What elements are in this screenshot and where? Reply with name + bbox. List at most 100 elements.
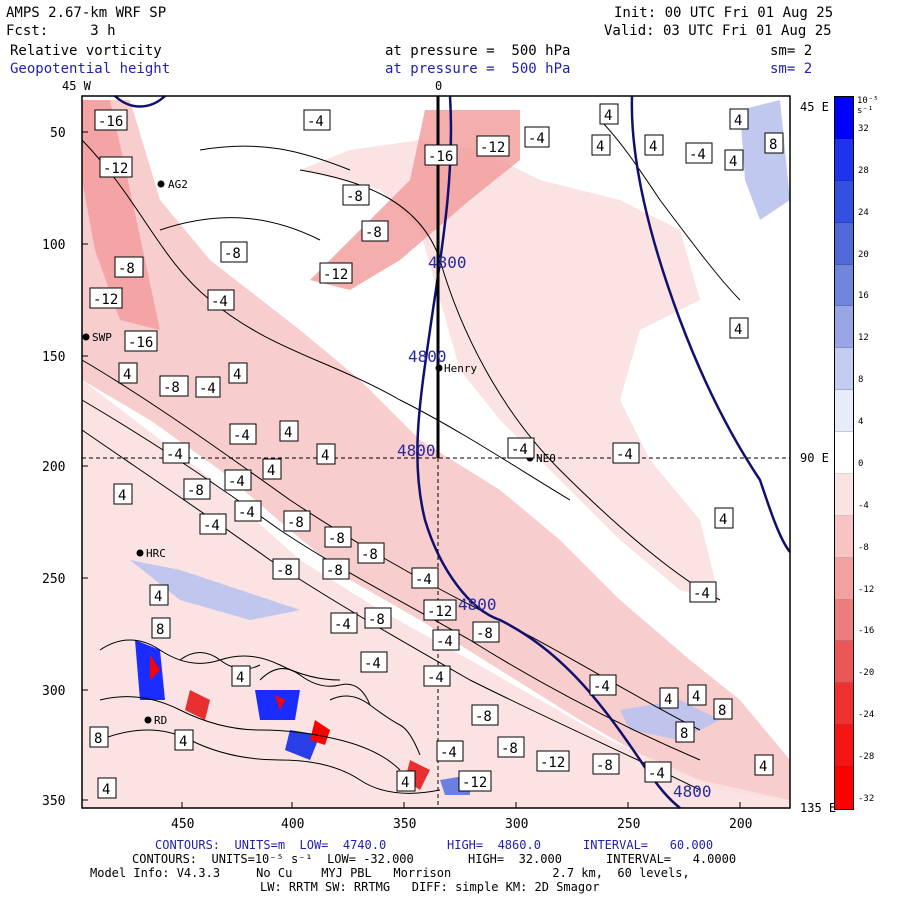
svg-text:-16: -16 bbox=[98, 114, 123, 130]
colorbar-tick: -24 bbox=[858, 710, 875, 721]
svg-text:-4: -4 bbox=[415, 572, 432, 588]
height-label: 4800 bbox=[458, 595, 497, 614]
svg-text:8: 8 bbox=[769, 137, 777, 153]
svg-text:-8: -8 bbox=[476, 626, 493, 642]
svg-text:8: 8 bbox=[156, 622, 164, 638]
colorbar-tick: -16 bbox=[858, 626, 875, 637]
x-tick: 350 bbox=[393, 817, 416, 832]
colorbar bbox=[834, 96, 854, 810]
svg-text:8: 8 bbox=[718, 703, 726, 719]
svg-text:-8: -8 bbox=[224, 246, 241, 262]
svg-text:-8: -8 bbox=[163, 380, 180, 396]
svg-text:-4: -4 bbox=[199, 381, 216, 397]
colorbar-swatch bbox=[835, 348, 853, 391]
svg-text:-8: -8 bbox=[346, 189, 363, 205]
colorbar-tick: 8 bbox=[858, 375, 864, 386]
colorbar-tick: -8 bbox=[858, 542, 869, 553]
svg-text:-4: -4 bbox=[528, 131, 545, 147]
y-tick: 350 bbox=[42, 794, 65, 809]
svg-text:4: 4 bbox=[236, 670, 244, 686]
svg-text:-12: -12 bbox=[540, 755, 565, 771]
svg-text:-4: -4 bbox=[233, 428, 250, 444]
colorbar-swatch bbox=[835, 725, 853, 767]
colorbar-swatch bbox=[835, 473, 853, 516]
lon-label-45w: 45 W bbox=[62, 79, 92, 93]
colorbar-swatch bbox=[835, 599, 853, 642]
map-frame bbox=[81, 95, 791, 809]
svg-text:-4: -4 bbox=[238, 505, 255, 521]
svg-text:4: 4 bbox=[759, 759, 767, 775]
colorbar-swatch bbox=[835, 180, 853, 223]
y-tick: 200 bbox=[42, 460, 65, 475]
svg-text:-12: -12 bbox=[462, 775, 487, 791]
y-tick: 300 bbox=[42, 684, 65, 699]
colorbar-tick: 12 bbox=[858, 333, 869, 344]
svg-text:-8: -8 bbox=[276, 563, 293, 579]
svg-text:-4: -4 bbox=[427, 670, 444, 686]
colorbar-tick: -32 bbox=[858, 794, 875, 804]
vorticity-fill bbox=[82, 100, 790, 800]
colorbar-swatch bbox=[835, 97, 853, 139]
svg-text:4: 4 bbox=[596, 139, 604, 155]
svg-text:-4: -4 bbox=[211, 294, 228, 310]
colorbar-tick: 16 bbox=[858, 291, 869, 302]
y-tick: 50 bbox=[50, 126, 66, 141]
svg-text:-12: -12 bbox=[93, 292, 118, 308]
colorbar-swatch bbox=[835, 264, 853, 307]
colorbar-tick: -20 bbox=[858, 668, 875, 679]
svg-text:-12: -12 bbox=[480, 140, 505, 156]
svg-text:-4: -4 bbox=[693, 586, 710, 602]
colorbar-tick: -28 bbox=[858, 752, 875, 763]
svg-text:-4: -4 bbox=[307, 114, 324, 130]
svg-text:-4: -4 bbox=[228, 474, 245, 490]
colorbar-swatch bbox=[835, 390, 853, 432]
colorbar-tick: 20 bbox=[858, 249, 869, 260]
field-geopotential: Geopotential height bbox=[10, 61, 171, 77]
station-SWP: SWP bbox=[92, 331, 112, 344]
svg-text:-4: -4 bbox=[203, 518, 220, 534]
colorbar-swatch bbox=[835, 515, 853, 558]
colorbar-swatch bbox=[835, 432, 853, 474]
svg-text:-4: -4 bbox=[440, 745, 457, 761]
colorbar-tick: 28 bbox=[858, 165, 869, 176]
height-label: 4800 bbox=[673, 782, 712, 801]
svg-text:-8: -8 bbox=[328, 531, 345, 547]
colorbar-tick: 0 bbox=[858, 458, 864, 469]
footer-height-interval: INTERVAL= 60.000 bbox=[583, 838, 714, 852]
svg-text:4: 4 bbox=[154, 589, 162, 605]
colorbar-tick: 4 bbox=[858, 417, 864, 428]
colorbar-swatch bbox=[835, 683, 853, 726]
svg-text:4: 4 bbox=[729, 154, 737, 170]
svg-text:-16: -16 bbox=[428, 149, 453, 165]
svg-text:-8: -8 bbox=[118, 261, 135, 277]
svg-text:4: 4 bbox=[321, 448, 329, 464]
svg-text:4: 4 bbox=[692, 689, 700, 705]
svg-text:4: 4 bbox=[719, 512, 727, 528]
colorbar-tick: -4 bbox=[858, 500, 869, 511]
lon-label-90e: 90 E bbox=[800, 451, 829, 465]
x-tick: 300 bbox=[505, 817, 528, 832]
x-tick: 400 bbox=[281, 817, 304, 832]
footer-height-high: HIGH= 4860.0 bbox=[447, 838, 541, 852]
svg-text:-4: -4 bbox=[648, 766, 665, 782]
station-NEO: NEO bbox=[536, 452, 556, 465]
svg-text:-8: -8 bbox=[187, 483, 204, 499]
footer-model-info: Model Info: V4.3.3 No Cu MYJ PBL Morriso… bbox=[90, 866, 690, 880]
station-HRC: HRC bbox=[146, 547, 166, 560]
svg-text:-8: -8 bbox=[326, 563, 343, 579]
svg-text:-8: -8 bbox=[475, 709, 492, 725]
station-Henry: Henry bbox=[444, 362, 477, 375]
colorbar-swatch bbox=[835, 641, 853, 684]
colorbar-swatch bbox=[835, 557, 853, 600]
svg-text:4: 4 bbox=[102, 782, 110, 798]
colorbar-unit: 10⁻⁵ s⁻¹ bbox=[857, 96, 879, 116]
svg-text:8: 8 bbox=[680, 726, 688, 742]
svg-text:-12: -12 bbox=[103, 161, 128, 177]
svg-text:-4: -4 bbox=[593, 679, 610, 695]
contour-label-boxes bbox=[89, 103, 784, 799]
x-tick: 250 bbox=[617, 817, 640, 832]
y-tick: 100 bbox=[42, 238, 65, 253]
svg-text:-8: -8 bbox=[287, 515, 304, 531]
footer-vort-high: HIGH= 32.000 bbox=[468, 852, 562, 866]
